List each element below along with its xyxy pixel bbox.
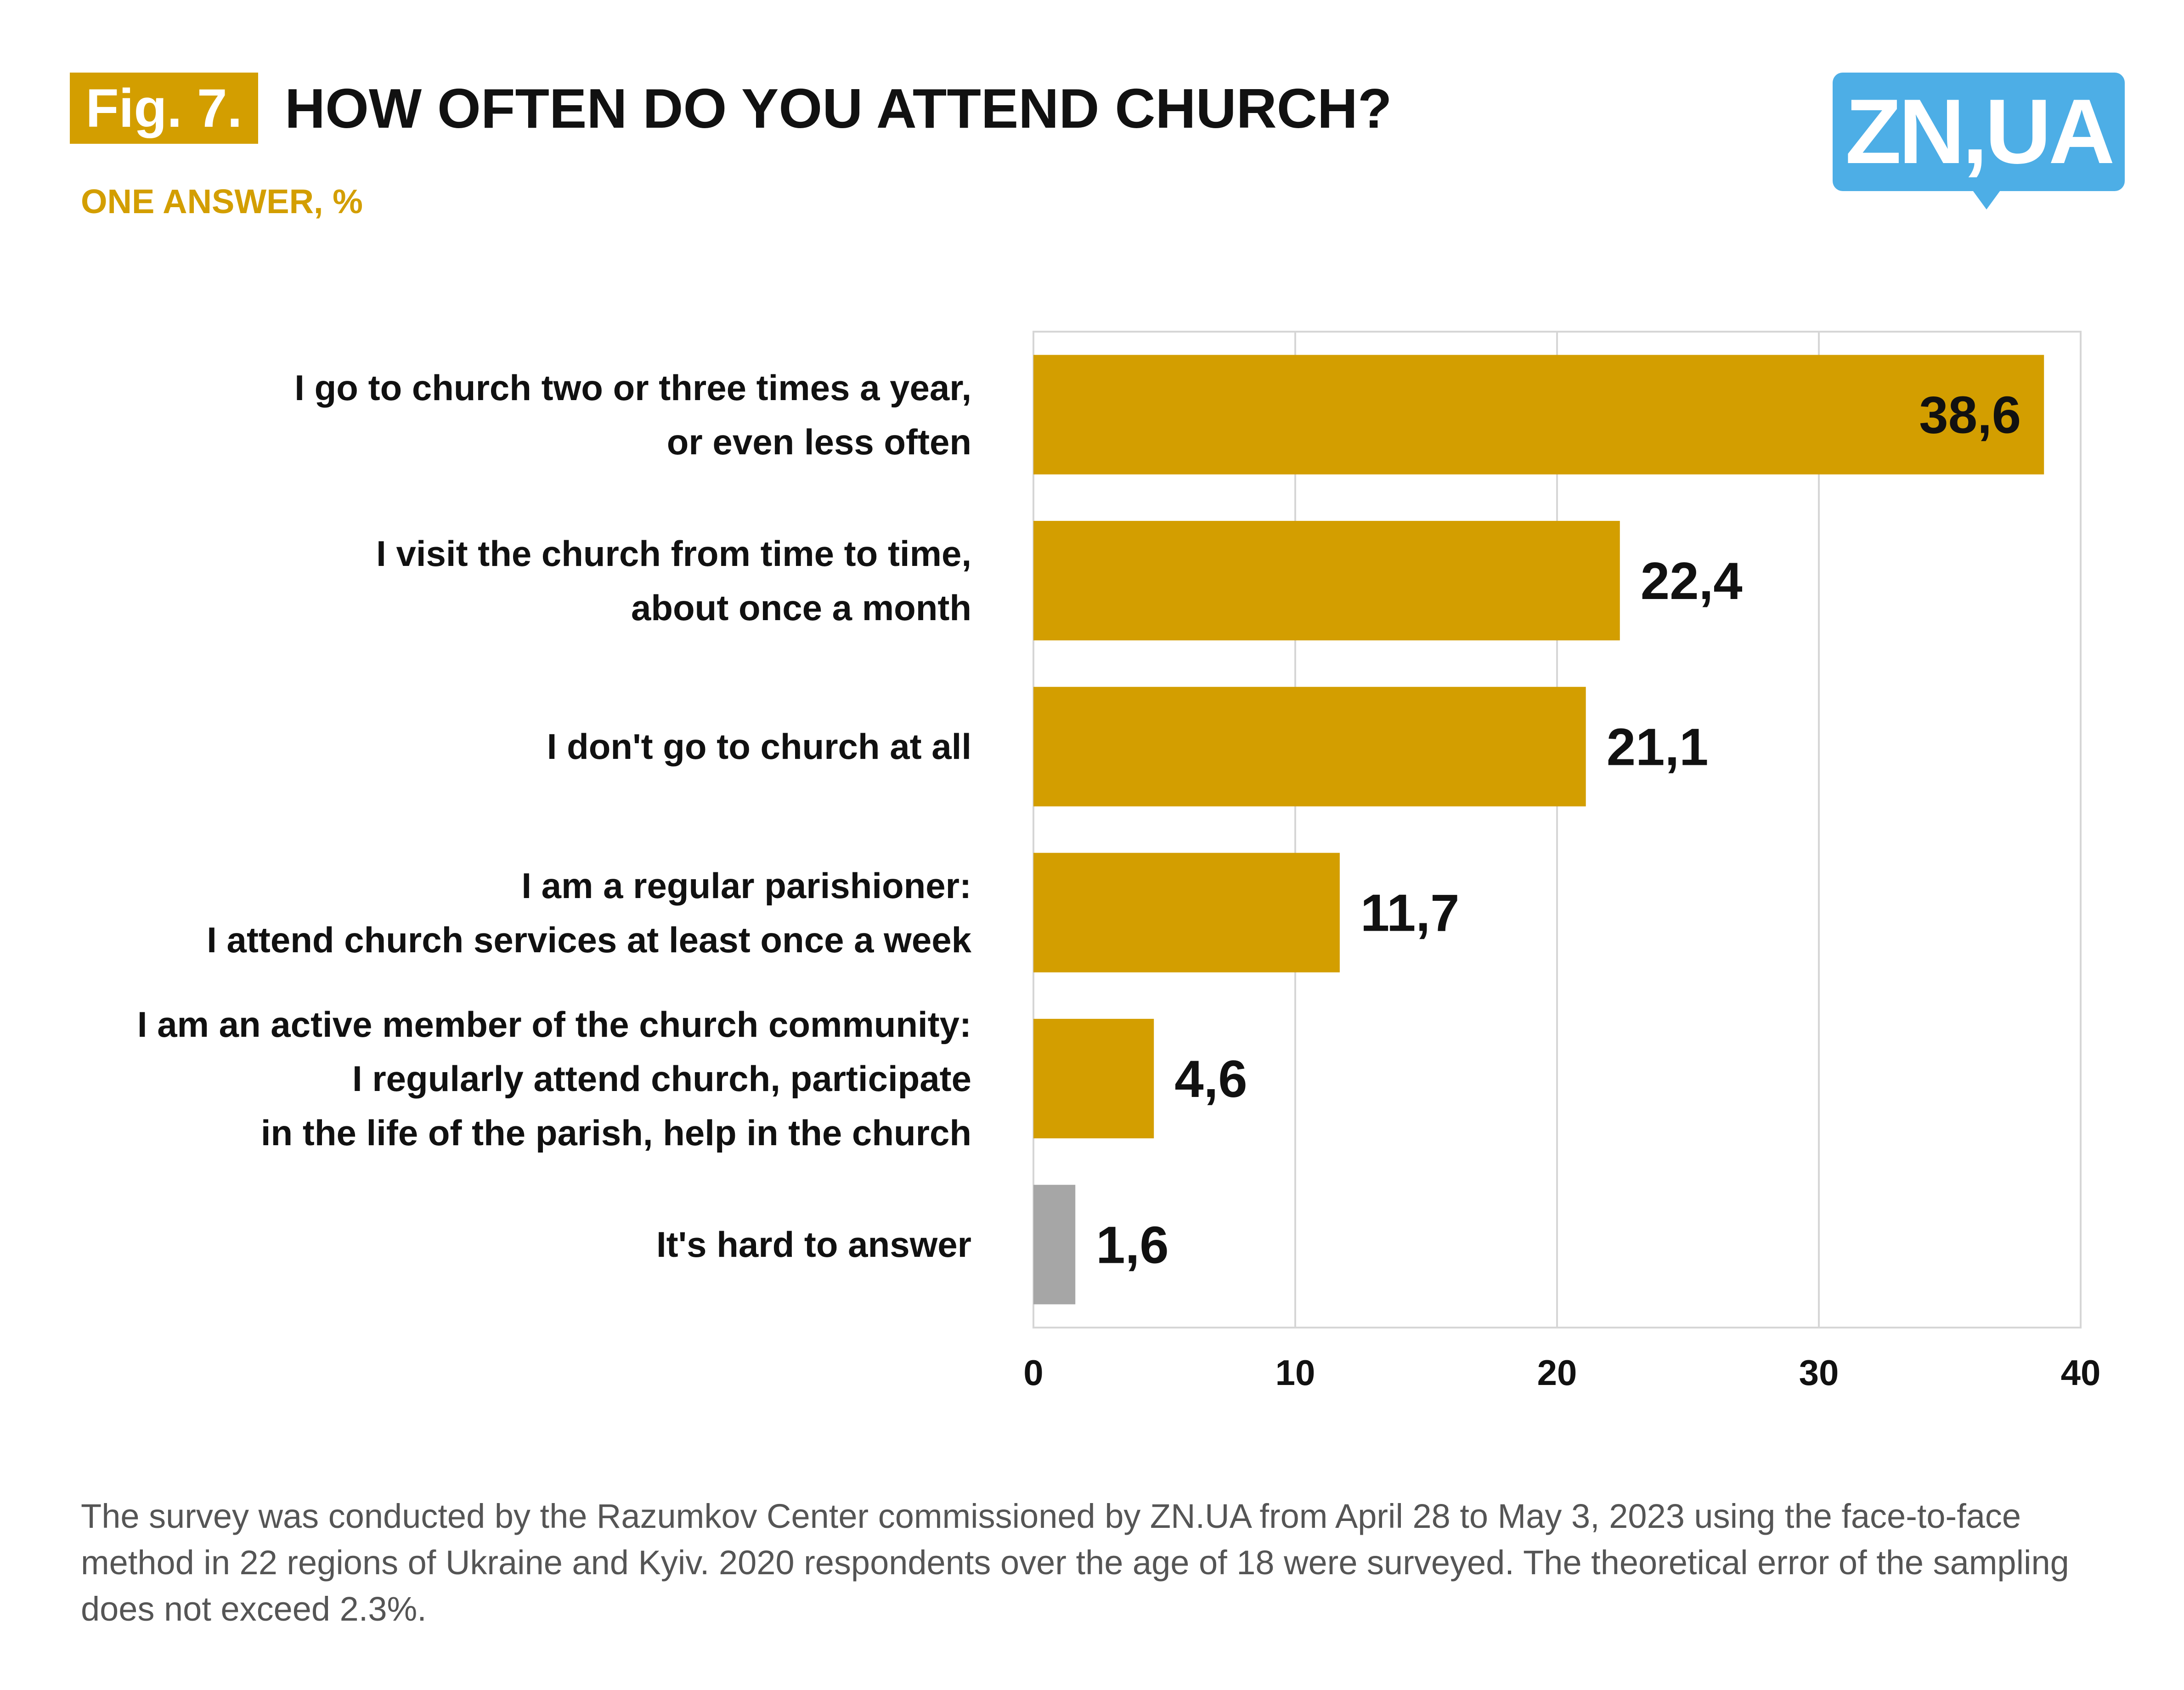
bar (1033, 355, 2044, 475)
category-label: It's hard to answer (656, 1224, 971, 1265)
bar-value-label: 22,4 (1641, 552, 1743, 610)
category-label: I visit the church from time to time, ab… (376, 533, 971, 628)
bar-value-label: 21,1 (1607, 718, 1709, 776)
bar (1033, 1185, 1076, 1305)
survey-footnote: The survey was conducted by the Razumkov… (81, 1497, 2069, 1628)
logo-speech-bubble-icon (1833, 73, 2125, 209)
bar-value-label: 38,6 (1919, 386, 2021, 445)
bar-value-label: 11,7 (1360, 884, 1460, 943)
category-label: I don't go to church at all (547, 726, 971, 767)
bar (1033, 687, 1586, 807)
chart-title: HOW OFTEN DO YOU ATTEND CHURCH? (285, 77, 1392, 140)
x-tick-label: 0 (1023, 1352, 1043, 1393)
category-label: I go to church two or three times a year… (294, 367, 971, 462)
x-tick-label: 10 (1275, 1352, 1315, 1393)
bar-value-label: 1,6 (1096, 1216, 1168, 1274)
x-tick-label: 30 (1799, 1352, 1839, 1393)
category-label: I am an active member of the church comm… (137, 1004, 971, 1153)
bar (1033, 853, 1340, 972)
bar (1033, 520, 1620, 641)
logo-text: ZN,UA (1845, 80, 2115, 183)
zn-ua-logo: ZN,UA (1833, 73, 2125, 210)
figure-number-badge: Fig. 7. (70, 73, 258, 144)
bar (1033, 1018, 1154, 1139)
category-label: I am a regular parishioner: I attend chu… (207, 865, 971, 960)
x-tick-label: 40 (2061, 1352, 2101, 1393)
chart-subtitle: ONE ANSWER, % (81, 182, 363, 220)
bar-value-label: 4,6 (1174, 1050, 1247, 1108)
x-tick-label: 20 (1537, 1352, 1577, 1393)
